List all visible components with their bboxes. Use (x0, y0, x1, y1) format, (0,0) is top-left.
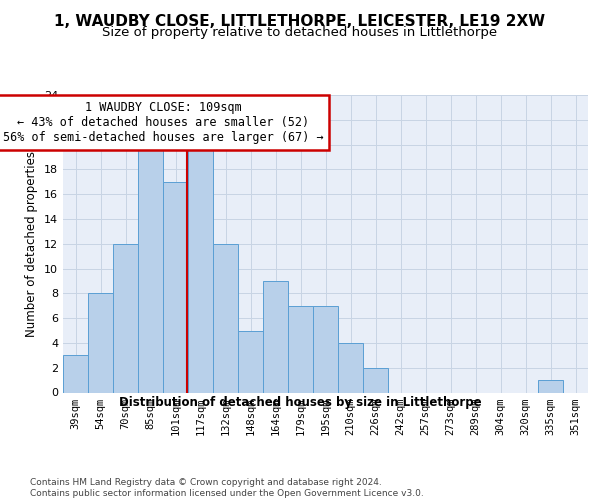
Bar (313, 306, 338, 392)
Bar (288, 306, 313, 392)
Y-axis label: Number of detached properties: Number of detached properties (25, 151, 38, 337)
Bar (88, 294, 113, 392)
Text: Contains HM Land Registry data © Crown copyright and database right 2024.
Contai: Contains HM Land Registry data © Crown c… (30, 478, 424, 498)
Bar (113, 244, 138, 392)
Bar (213, 244, 238, 392)
Text: 1 WAUDBY CLOSE: 109sqm
← 43% of detached houses are smaller (52)
56% of semi-det: 1 WAUDBY CLOSE: 109sqm ← 43% of detached… (2, 101, 323, 144)
Text: Size of property relative to detached houses in Littlethorpe: Size of property relative to detached ho… (103, 26, 497, 39)
Bar (338, 343, 363, 392)
Bar (163, 182, 188, 392)
Bar (538, 380, 563, 392)
Bar (238, 330, 263, 392)
Bar (188, 144, 213, 392)
Bar (63, 356, 88, 393)
Text: 1, WAUDBY CLOSE, LITTLETHORPE, LEICESTER, LE19 2XW: 1, WAUDBY CLOSE, LITTLETHORPE, LEICESTER… (55, 14, 545, 29)
Text: Distribution of detached houses by size in Littlethorpe: Distribution of detached houses by size … (119, 396, 481, 409)
Bar (363, 368, 388, 392)
Bar (263, 281, 288, 392)
Bar (138, 144, 163, 392)
